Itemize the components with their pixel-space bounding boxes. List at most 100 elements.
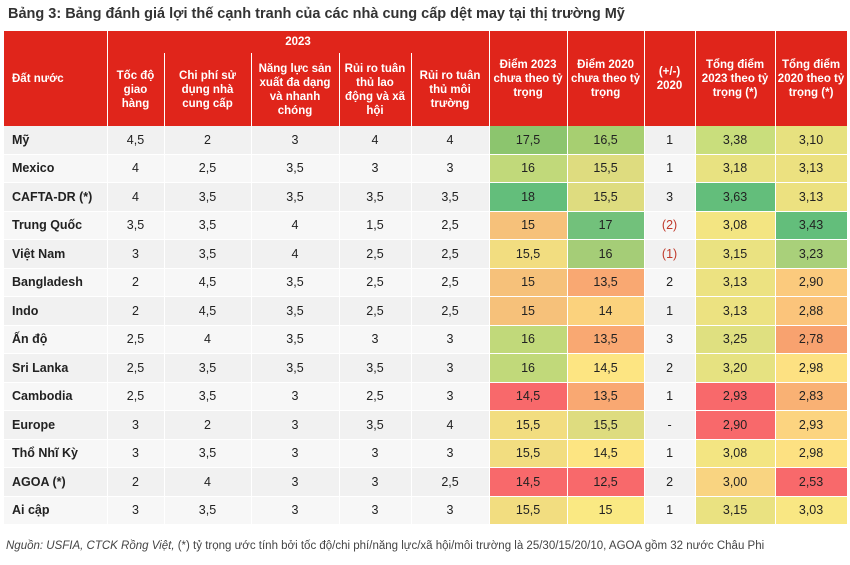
header-country: Đất nước [4,31,108,126]
labor-risk-cell: 4 [339,126,412,155]
score-2023-cell: 15 [489,211,568,240]
capacity-cell: 3,5 [251,182,340,212]
total-2020-cell: 2,53 [775,467,848,497]
change-cell: (1) [644,239,696,269]
capacity-cell: 3,5 [251,154,340,183]
labor-risk-cell: 1,5 [339,211,412,240]
total-2023-cell: 3,15 [695,496,776,525]
score-2023-cell: 15,5 [489,439,568,468]
env-risk-cell: 3 [411,154,490,183]
capacity-cell: 3,5 [251,325,340,354]
header-change: (+/-) 2020 [644,31,696,126]
country-cell: Europe [4,410,108,440]
score-2020-cell: 16 [567,239,645,269]
env-risk-cell: 3 [411,382,490,411]
country-cell: AGOA (*) [4,467,108,497]
total-2020-cell: 3,23 [775,239,848,269]
labor-risk-cell: 2,5 [339,382,412,411]
score-2023-cell: 15,5 [489,410,568,440]
score-2020-cell: 14,5 [567,353,645,383]
cost-cell: 2 [164,410,252,440]
cost-cell: 3,5 [164,182,252,212]
env-risk-cell: 2,5 [411,268,490,297]
header-year: 2023 [107,31,490,53]
change-cell: (2) [644,211,696,240]
table-row: Sri Lanka 2,5 3,5 3,5 3,5 3 16 14,5 2 3,20 2,98 [4,353,848,383]
header-labor-risk: Rủi ro tuân thủ lao động và xã hội [339,53,412,126]
table-row: CAFTA-DR (*) 4 3,5 3,5 3,5 3,5 18 15,5 3 3,63 3,13 [4,182,848,212]
table-row: Thổ Nhĩ Kỳ 3 3,5 3 3 3 15,5 14,5 1 3,08 2,98 [4,439,848,468]
score-2020-cell: 14,5 [567,439,645,468]
change-cell: 2 [644,268,696,297]
env-risk-cell: 3 [411,439,490,468]
total-2023-cell: 3,18 [695,154,776,183]
speed-cell: 4,5 [107,126,165,155]
header-env-risk: Rủi ro tuân thủ môi trường [411,53,490,126]
env-risk-cell: 2,5 [411,211,490,240]
score-2023-cell: 14,5 [489,382,568,411]
total-2023-cell: 3,13 [695,296,776,326]
cost-cell: 3,5 [164,382,252,411]
country-cell: Cambodia [4,382,108,411]
capacity-cell: 3,5 [251,353,340,383]
total-2023-cell: 2,90 [695,410,776,440]
country-cell: Sri Lanka [4,353,108,383]
cost-cell: 2,5 [164,154,252,183]
score-2020-cell: 15 [567,496,645,525]
score-2020-cell: 15,5 [567,154,645,183]
env-risk-cell: 4 [411,410,490,440]
speed-cell: 3 [107,439,165,468]
cost-cell: 3,5 [164,439,252,468]
score-2023-cell: 17,5 [489,126,568,155]
table-row: AGOA (*) 2 4 3 3 2,5 14,5 12,5 2 3,00 2,53 [4,467,848,497]
country-cell: Mỹ [4,126,108,155]
header-total-2020: Tổng điểm 2020 theo tỷ trọng (*) [775,31,848,126]
env-risk-cell: 4 [411,126,490,155]
env-risk-cell: 2,5 [411,239,490,269]
env-risk-cell: 3 [411,496,490,525]
total-2020-cell: 2,83 [775,382,848,411]
speed-cell: 2,5 [107,353,165,383]
country-cell: Mexico [4,154,108,183]
header-cost: Chi phí sử dụng nhà cung cấp [164,53,252,126]
cost-cell: 4,5 [164,268,252,297]
header-score-2023: Điểm 2023 chưa theo tỷ trọng [489,31,568,126]
note-text: (*) tỷ trọng ước tính bởi tốc độ/chi phí… [174,540,765,552]
speed-cell: 2 [107,467,165,497]
score-2023-cell: 15,5 [489,239,568,269]
total-2023-cell: 2,93 [695,382,776,411]
score-2023-cell: 16 [489,325,568,354]
score-2023-cell: 15 [489,268,568,297]
score-2020-cell: 14 [567,296,645,326]
capacity-cell: 3 [251,467,340,497]
speed-cell: 3 [107,239,165,269]
country-cell: Ai cập [4,496,108,525]
total-2023-cell: 3,20 [695,353,776,383]
speed-cell: 3,5 [107,211,165,240]
total-2020-cell: 3,13 [775,182,848,212]
speed-cell: 3 [107,410,165,440]
cost-cell: 4 [164,325,252,354]
table-body: Mỹ 4,5 2 3 4 4 17,5 16,5 1 3,38 3,10 Mexico 4 2,5 3,5 3… [4,126,848,525]
env-risk-cell: 3 [411,325,490,354]
change-cell: 1 [644,296,696,326]
score-2023-cell: 18 [489,182,568,212]
country-cell: Bangladesh [4,268,108,297]
total-2023-cell: 3,08 [695,211,776,240]
speed-cell: 2,5 [107,325,165,354]
score-2020-cell: 13,5 [567,325,645,354]
table-row: Mỹ 4,5 2 3 4 4 17,5 16,5 1 3,38 3,10 [4,126,848,155]
capacity-cell: 4 [251,239,340,269]
cost-cell: 3,5 [164,239,252,269]
change-cell: 1 [644,496,696,525]
score-2023-cell: 14,5 [489,467,568,497]
country-cell: Indo [4,296,108,326]
cost-cell: 3,5 [164,211,252,240]
speed-cell: 4 [107,182,165,212]
change-cell: - [644,410,696,440]
score-2023-cell: 16 [489,353,568,383]
capacity-cell: 3 [251,126,340,155]
labor-risk-cell: 3 [339,325,412,354]
speed-cell: 2 [107,296,165,326]
country-cell: Trung Quốc [4,211,108,240]
